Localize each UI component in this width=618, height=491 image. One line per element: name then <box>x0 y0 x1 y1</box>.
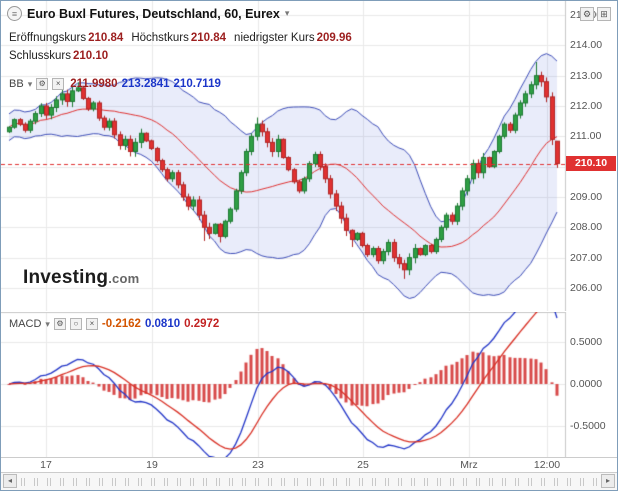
time-tick-label: 23 <box>252 459 264 471</box>
price-tick-label: 208.00 <box>570 221 603 234</box>
bb-readout: BB ▾ ⚙ × 211.9980 213.2841 210.7119 <box>9 78 221 90</box>
time-tick-label: 17 <box>40 459 52 471</box>
bb-settings-button[interactable]: ⚙ <box>36 78 49 90</box>
bb-basis-value: 211.9980 <box>70 78 118 90</box>
chevron-down-icon[interactable]: ▾ <box>284 8 290 18</box>
macd-hist-value: -0.2162 <box>101 318 141 330</box>
price-tick-label: 212.00 <box>570 99 603 112</box>
close-label: Schlusskurs <box>9 50 71 62</box>
logo-name: Investing <box>23 267 109 288</box>
bb-upper-value: 213.2841 <box>121 78 170 90</box>
price-tick-label: 211.00 <box>570 130 602 143</box>
bb-close-button[interactable]: × <box>52 78 65 90</box>
macd-line-value: 0.0810 <box>144 318 181 330</box>
time-tick-label: Mrz <box>460 459 478 471</box>
macd-close-button[interactable]: × <box>85 318 98 330</box>
price-tick-label: 206.00 <box>570 281 603 294</box>
close-readout: Schlusskurs 210.10 <box>9 50 108 62</box>
high-label: Höchstkurs <box>131 32 189 44</box>
chevron-down-icon[interactable]: ▾ <box>27 78 33 89</box>
price-tick-label: 209.00 <box>570 190 603 203</box>
price-tick-label: 213.00 <box>570 69 603 82</box>
time-tick-label: 25 <box>357 459 369 471</box>
macd-signal-value: 0.2972 <box>184 318 220 330</box>
macd-tick-label: -0.5000 <box>570 420 606 432</box>
low-label: niedrigster Kurs <box>234 32 315 44</box>
expand-button[interactable]: ⊞ <box>597 7 611 21</box>
price-tick-label: 207.00 <box>570 251 603 264</box>
macd-chart-canvas[interactable] <box>1 312 617 457</box>
bb-lower-value: 210.7119 <box>173 78 221 90</box>
close-value: 210.10 <box>73 50 109 62</box>
last-price-tag: 210.10 <box>566 156 616 172</box>
macd-tick-label: 0.5000 <box>570 336 603 348</box>
horizontal-scrollbar[interactable]: ◂ ▸ <box>1 472 617 490</box>
open-pair: Eröffnungskurs 210.84 <box>9 32 123 44</box>
macd-tick-label: 0.0000 <box>570 378 603 390</box>
chart-toolbar: ⚙ ⊞ <box>580 7 611 21</box>
open-value: 210.84 <box>88 32 124 44</box>
low-value: 209.96 <box>316 32 352 44</box>
price-tick-label: 214.00 <box>570 39 603 52</box>
chart-title: Euro Buxl Futures, Deutschland, 60, Eure… <box>27 6 280 21</box>
macd-settings-button[interactable]: ⚙ <box>53 318 66 330</box>
settings-button[interactable]: ⚙ <box>580 7 594 21</box>
macd-label: MACD <box>9 318 42 330</box>
instrument-icon: ≡ <box>7 6 22 21</box>
price-chart-canvas[interactable] <box>1 1 617 311</box>
investing-logo: Investing.com <box>23 267 139 289</box>
scroll-right-button[interactable]: ▸ <box>601 474 615 488</box>
logo-tld: .com <box>108 271 140 286</box>
bb-label: BB <box>9 78 24 90</box>
chart-title-row: ≡ Euro Buxl Futures, Deutschland, 60, Eu… <box>7 6 289 21</box>
scroll-left-button[interactable]: ◂ <box>3 474 17 488</box>
time-tick-label: 19 <box>146 459 158 471</box>
scrollbar-track[interactable] <box>21 478 597 486</box>
chevron-down-icon[interactable]: ▾ <box>45 318 50 329</box>
macd-readout: MACD ▾ ⚙ ○ × -0.2162 0.0810 0.2972 <box>9 318 219 330</box>
close-pair: Schlusskurs 210.10 <box>9 50 108 62</box>
open-label: Eröffnungskurs <box>9 32 87 44</box>
high-pair: Höchstkurs 210.84 <box>131 32 226 44</box>
high-value: 210.84 <box>190 32 227 44</box>
time-axis[interactable]: 17 19 23 25 Mrz 12:00 <box>1 457 617 472</box>
low-pair: niedrigster Kurs 209.96 <box>234 32 352 44</box>
macd-hide-button[interactable]: ○ <box>69 318 82 330</box>
ohlc-readout: Eröffnungskurs 210.84 Höchstkurs 210.84 ni… <box>9 32 352 44</box>
time-tick-label: 12:00 <box>533 459 561 471</box>
